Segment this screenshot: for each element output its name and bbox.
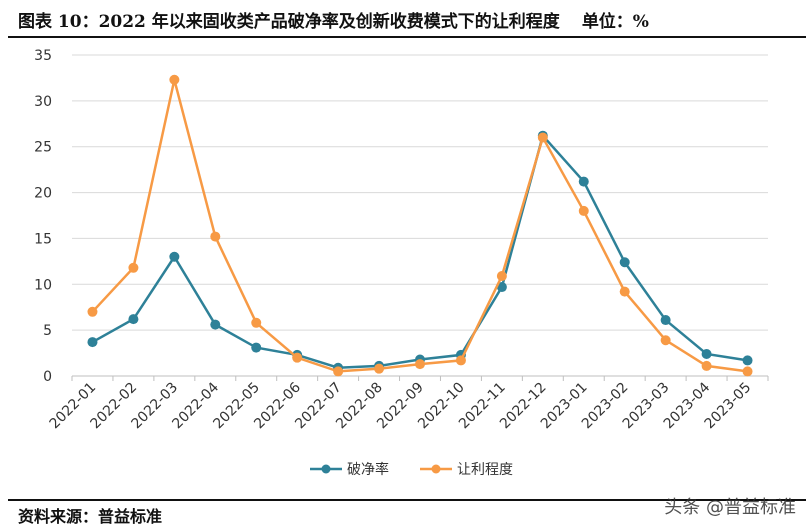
data-point [374, 363, 385, 374]
y-tick-label: 5 [43, 323, 52, 339]
data-point [701, 348, 712, 359]
data-point [87, 306, 98, 317]
series-line-0 [91, 133, 748, 370]
data-point [578, 176, 589, 187]
data-point [701, 360, 712, 371]
legend-label: 让利程度 [457, 462, 513, 478]
y-tick-label: 35 [34, 48, 52, 64]
title-text: 图表 10：2022 年以来固收类产品破净率及创新收费模式下的让利程度 [18, 12, 560, 32]
legend-swatch-marker [431, 464, 441, 474]
source-note: 资料来源：普益标准 [18, 507, 163, 526]
y-tick-label: 30 [34, 94, 52, 110]
data-point [415, 359, 425, 370]
data-point [742, 355, 753, 366]
data-point [537, 132, 548, 143]
data-point [169, 74, 180, 85]
series-line-1 [91, 79, 748, 373]
unit-label: 单位：% [581, 12, 649, 32]
data-point [578, 205, 589, 216]
y-tick-label: 15 [34, 231, 52, 247]
top-divider [8, 36, 806, 38]
data-point [169, 251, 180, 262]
data-point [455, 355, 466, 366]
data-point [660, 315, 671, 326]
bottom-divider [8, 499, 806, 501]
y-tick-label: 20 [34, 186, 52, 202]
data-point [210, 231, 221, 242]
data-point [660, 335, 671, 346]
data-point [742, 366, 753, 377]
data-point [496, 271, 507, 282]
figure-title: 图表 10：2022 年以来固收类产品破净率及创新收费模式下的让利程度 单位：% [18, 7, 649, 32]
legend-label: 破净率 [347, 461, 389, 478]
y-tick-label: 0 [43, 369, 52, 385]
line-chart: 051015202530352022-012022-022022-032022-… [34, 48, 769, 478]
data-point [619, 286, 630, 297]
data-point [128, 314, 139, 325]
watermark: 头条 @普益标准 [664, 497, 796, 518]
y-tick-label: 10 [34, 277, 52, 293]
data-point [292, 352, 303, 363]
data-point [333, 366, 344, 377]
data-point [496, 282, 507, 293]
data-point [87, 337, 98, 348]
data-point [251, 342, 262, 353]
legend-swatch-marker [321, 464, 331, 474]
data-point [251, 317, 262, 328]
data-point [210, 319, 221, 330]
data-point [128, 262, 139, 273]
data-point [619, 257, 630, 268]
y-tick-label: 25 [34, 140, 52, 156]
